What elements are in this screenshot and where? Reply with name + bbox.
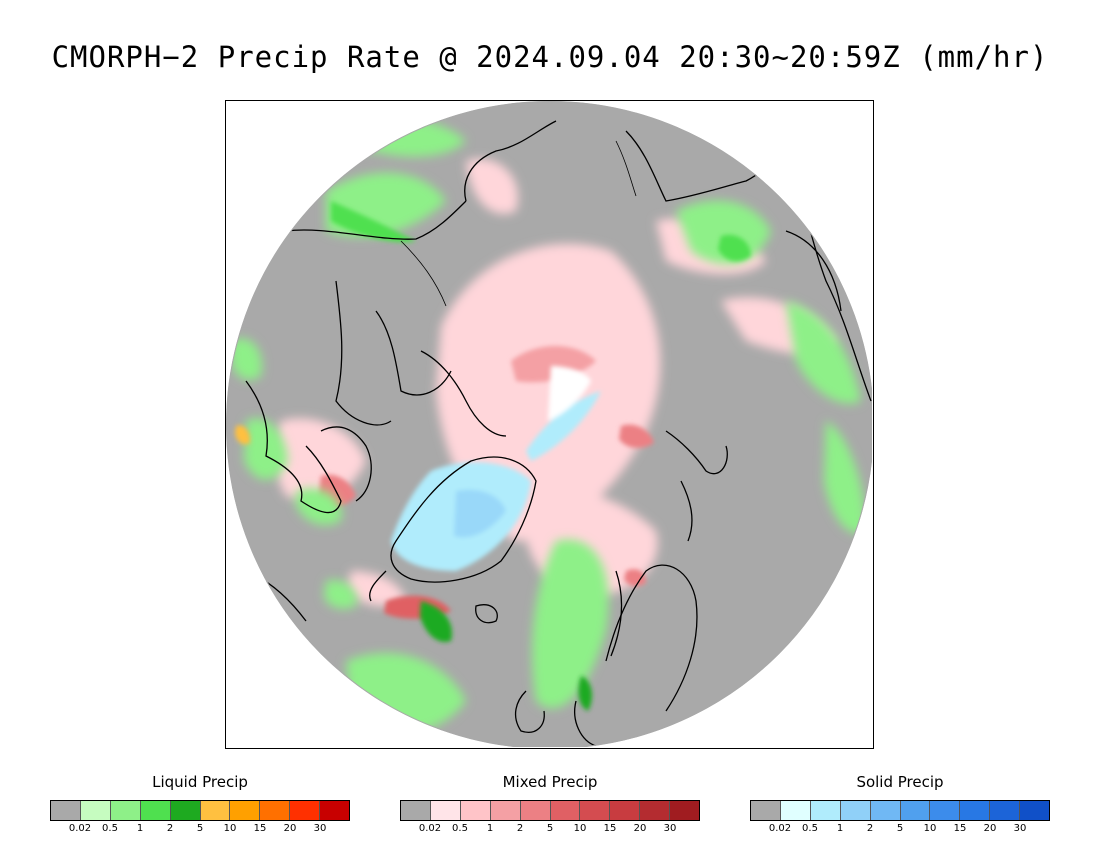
tick-label: 15 <box>953 823 967 834</box>
solid-precip-areas <box>391 366 601 571</box>
color-bar <box>400 800 700 821</box>
tick-label: 0.5 <box>102 823 118 834</box>
color-swatch <box>260 801 291 820</box>
tick-label: 2 <box>166 823 174 834</box>
color-swatch <box>960 801 991 820</box>
color-bar <box>750 800 1050 821</box>
tick-label: 5 <box>896 823 904 834</box>
tick-label: 20 <box>283 823 297 834</box>
color-swatch <box>490 801 521 820</box>
color-swatch <box>51 801 81 820</box>
color-swatch <box>900 801 931 820</box>
tick-label: 0.02 <box>768 823 792 834</box>
tick-label: 1 <box>136 823 144 834</box>
tick-label: 5 <box>546 823 554 834</box>
color-swatch <box>460 801 491 820</box>
color-swatch <box>990 801 1021 820</box>
map-frame <box>225 100 874 749</box>
tick-label: 5 <box>196 823 204 834</box>
border-lines <box>400 140 637 307</box>
tick-label: 1 <box>836 823 844 834</box>
color-swatch <box>640 801 671 820</box>
legend-mixed: Mixed Precip 0.02 0.5 1 2 5 10 15 20 30 <box>400 772 700 837</box>
legend-title: Liquid Precip <box>152 773 248 791</box>
tick-label: 10 <box>573 823 587 834</box>
color-swatch <box>290 801 321 820</box>
tick-label: 15 <box>603 823 617 834</box>
color-swatch <box>670 801 700 820</box>
color-swatch <box>401 801 431 820</box>
map-title: CMORPH−2 Precip Rate @ 2024.09.04 20:30~… <box>51 40 1049 74</box>
color-swatch <box>140 801 171 820</box>
color-swatch <box>840 801 871 820</box>
color-swatch <box>110 801 141 820</box>
legend-title: Solid Precip <box>856 773 944 791</box>
tick-labels: 0.02 0.5 1 2 5 10 15 20 30 <box>400 823 700 837</box>
map-disk-outline <box>226 101 872 747</box>
tick-label: 30 <box>313 823 327 834</box>
tick-label: 0.5 <box>452 823 468 834</box>
color-swatch <box>870 801 901 820</box>
color-swatch <box>200 801 231 820</box>
color-bar <box>50 800 350 821</box>
tick-label: 10 <box>923 823 937 834</box>
color-swatch <box>80 801 111 820</box>
color-swatch <box>751 801 781 820</box>
tick-label: 0.02 <box>418 823 442 834</box>
color-swatch <box>320 801 350 820</box>
color-swatch <box>780 801 811 820</box>
color-swatch <box>550 801 581 820</box>
legend-liquid: Liquid Precip 0.02 0.5 1 2 5 10 15 20 30 <box>50 772 350 837</box>
color-swatch <box>430 801 461 820</box>
legend-solid: Solid Precip 0.02 0.5 1 2 5 10 15 20 30 <box>750 772 1050 837</box>
tick-labels: 0.02 0.5 1 2 5 10 15 20 30 <box>750 823 1050 837</box>
tick-label: 20 <box>633 823 647 834</box>
liquid-precip-heavy <box>235 201 751 711</box>
polar-precip-map <box>226 101 872 747</box>
color-swatch <box>170 801 201 820</box>
color-swatch <box>230 801 261 820</box>
tick-label: 30 <box>1013 823 1027 834</box>
tick-label: 10 <box>223 823 237 834</box>
tick-label: 0.5 <box>802 823 818 834</box>
tick-label: 30 <box>663 823 677 834</box>
tick-labels: 0.02 0.5 1 2 5 10 15 20 30 <box>50 823 350 837</box>
tick-label: 2 <box>866 823 874 834</box>
tick-label: 1 <box>486 823 494 834</box>
color-swatch <box>520 801 551 820</box>
color-swatch <box>1020 801 1050 820</box>
color-swatch <box>580 801 611 820</box>
tick-label: 15 <box>253 823 267 834</box>
color-swatch <box>930 801 961 820</box>
color-swatch <box>610 801 641 820</box>
tick-label: 20 <box>983 823 997 834</box>
tick-label: 2 <box>516 823 524 834</box>
tick-label: 0.02 <box>68 823 92 834</box>
legend-title: Mixed Precip <box>502 773 598 791</box>
color-swatch <box>810 801 841 820</box>
